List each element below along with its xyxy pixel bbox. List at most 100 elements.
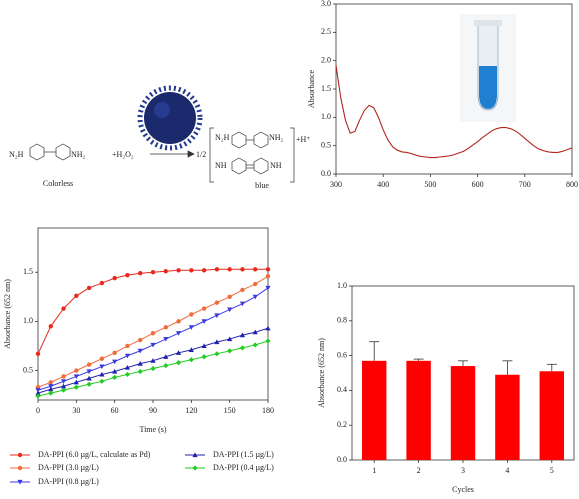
marker: [176, 268, 181, 273]
marker: [163, 336, 169, 342]
bracket: [209, 127, 295, 183]
marker: [201, 268, 207, 273]
y-tick-label: 2.5: [321, 27, 331, 36]
blue-solution: [479, 66, 497, 109]
particle-highlight: [154, 102, 170, 118]
marker: [265, 325, 271, 331]
y-tick-label: 0.6: [337, 350, 347, 359]
marker: [192, 452, 198, 458]
marker: [124, 371, 131, 378]
x-tick-label: 0: [36, 406, 40, 415]
line: [37, 268, 268, 355]
y-tick-label: 0.5: [321, 140, 331, 149]
marker: [188, 357, 194, 363]
tube-cap: [474, 20, 502, 26]
formula: N₂H: [9, 150, 24, 159]
marker: [112, 368, 118, 374]
formula: NH₂: [269, 133, 284, 142]
marker: [175, 350, 182, 355]
marker: [60, 383, 67, 389]
marker: [175, 360, 182, 366]
marker: [163, 363, 169, 369]
formula: +H₂O₂: [112, 150, 134, 159]
marker: [175, 331, 182, 336]
marker: [48, 324, 53, 329]
x-tick-label: 600: [472, 180, 484, 189]
marker: [253, 281, 258, 287]
marker: [239, 301, 246, 307]
chart: 0.0 0.2 0.4 0.6 0.8 1.0 Absorbance (652 nm) Cyc…: [317, 281, 575, 494]
marker: [86, 375, 92, 381]
y-tick-label: 0.0: [337, 455, 347, 464]
plot-frame: [37, 227, 269, 401]
x-tick-label: 150: [224, 406, 236, 415]
marker: [240, 267, 245, 272]
marker: [99, 371, 105, 377]
marker: [163, 325, 168, 330]
arrowhead: [187, 150, 195, 158]
marker: [227, 294, 232, 299]
marker: [150, 358, 156, 363]
marker: [227, 336, 233, 342]
particle: [144, 92, 196, 144]
marker: [188, 347, 194, 352]
marker: [73, 374, 79, 380]
line: [335, 65, 573, 159]
marker: [112, 350, 117, 356]
y-tick-label: 0.2: [337, 420, 347, 429]
marker: [74, 293, 79, 299]
marker: [214, 267, 220, 272]
marker: [252, 294, 258, 300]
marker: [86, 362, 92, 367]
x-axis-label: Cycles: [452, 485, 474, 494]
legend-label: DA-PPI (0.4 µg/L): [213, 463, 274, 472]
x-tick-label: 4: [505, 466, 509, 475]
marker: [201, 319, 207, 324]
marker: [99, 378, 105, 384]
formula: NH: [215, 161, 227, 170]
marker: [201, 354, 207, 360]
marker: [150, 342, 156, 348]
marker: [252, 342, 258, 348]
y-tick-label: 1.5: [321, 84, 331, 93]
marker: [86, 285, 92, 291]
formula: NH₂: [71, 150, 86, 159]
bar: [495, 374, 520, 460]
y-axis-label: Absorbance (652 nm): [317, 338, 326, 408]
marker: [60, 387, 67, 393]
ring: [29, 143, 45, 161]
y-tick-label: 0.8: [337, 316, 347, 325]
marker: [137, 368, 143, 375]
marker: [112, 275, 117, 281]
ring: [253, 157, 269, 175]
x-tick-label: 180: [262, 406, 274, 415]
x-tick-label: 60: [111, 406, 119, 415]
marker: [86, 369, 92, 375]
marker: [137, 361, 143, 366]
x-tick-label: 3: [461, 466, 465, 475]
marker: [163, 269, 168, 274]
marker: [239, 345, 246, 351]
y-axis-label: Absorbance: [307, 69, 316, 108]
marker: [74, 368, 79, 373]
marker: [17, 479, 23, 485]
ring: [231, 131, 247, 149]
y-tick-label: 3.0: [321, 0, 331, 8]
marker: [150, 270, 156, 275]
marker: [214, 300, 220, 305]
x-tick-label: 300: [330, 180, 342, 189]
marker: [265, 285, 271, 291]
marker: [227, 267, 232, 272]
marker: [35, 351, 41, 357]
marker: [201, 343, 207, 349]
y-tick-label: 1.5: [23, 267, 33, 276]
marker: [227, 307, 233, 313]
x-tick-label: 30: [72, 406, 80, 415]
marker: [138, 271, 143, 276]
marker: [252, 329, 258, 335]
formula: 1/2: [196, 150, 206, 159]
y-tick-label: 1.0: [321, 112, 331, 121]
marker: [48, 380, 53, 385]
inset-photo: [460, 14, 516, 122]
marker: [61, 306, 66, 311]
